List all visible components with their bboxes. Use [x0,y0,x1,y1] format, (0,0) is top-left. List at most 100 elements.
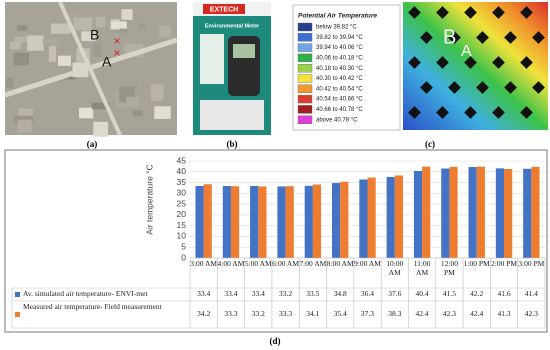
legend-label: 40.30 to 40.42 °C [316,76,363,82]
data-label-box: 37.6 [388,290,401,298]
legend-label: 39.94 to 40.06 °C [316,45,363,51]
bar [523,168,532,258]
data-label-box: 35.4 [333,310,347,318]
legend-swatch [15,312,20,317]
building [95,16,106,28]
legend-label: Measured air temperature- Field measurem… [23,302,162,311]
bar [332,182,341,258]
building [408,106,421,119]
x-tick-label-box: 7:00 AM [299,260,326,268]
y-tick-label: 15 [177,220,187,230]
building [27,35,44,51]
data-label-box: 42.3 [443,310,456,318]
y-tick-label: 35 [177,177,187,187]
bar [304,185,313,258]
building [436,6,449,19]
building [464,6,477,19]
legend-label: below 39.82 °C [316,25,357,31]
y-tick-label: 40 [177,166,187,176]
building [408,56,421,69]
caption: (c) [425,139,435,149]
data-label-box: 42.2 [470,290,483,298]
bar [250,186,259,258]
marker-label: B [90,27,99,43]
building [111,21,127,29]
x-tick-label-box: 12:00 PM [441,260,458,276]
marker-label: A [461,43,472,60]
legend-swatch [297,22,313,32]
building [18,119,32,133]
data-label-box: 34.2 [197,310,210,318]
bar [367,177,376,258]
x-tick-label-box: 10:00 AM [386,260,403,276]
y-axis-title: Air temperature °C [144,164,154,234]
data-label: 41.4 [524,290,538,298]
data-label-box: 33.5 [306,290,319,298]
data-label-box: 41.3 [497,310,511,318]
building [464,56,477,69]
building [42,38,60,46]
x-tick-label-box: 2:00 PM [490,260,518,268]
data-label: 35.4 [333,310,347,318]
building [93,42,102,57]
legend-label: above 40.78 °C [316,117,358,123]
data-label-box: 33.3 [224,310,237,318]
bar [476,166,485,258]
legend-swatch [297,63,313,73]
data-label: 40.4 [415,290,429,298]
building [62,12,81,21]
bar [285,186,294,258]
data-label-box: 41.5 [443,290,456,298]
building [476,81,489,94]
data-label-box: 42.4 [416,310,429,318]
building [420,81,433,94]
x-tick-label-box: 5:00 AM [244,260,272,268]
building [81,31,96,42]
bar [222,186,231,258]
x-tick-label: 9:00 AM [354,260,381,268]
building [408,6,421,19]
brand: EXTECH [210,6,238,13]
building [14,115,34,123]
building [151,84,164,101]
data-label: 36.4 [360,290,375,298]
y-tick-label: 45 [177,155,187,165]
marker-label: B [443,26,456,48]
data-label: 33.4 [251,290,265,298]
data-label: 33.2 [279,290,293,298]
legend-swatch [15,292,20,297]
legend-swatch [297,115,313,124]
building [57,55,71,66]
bar [386,176,395,258]
legend-swatch [297,43,313,52]
y-tick-label: 30 [177,188,187,198]
data-label: 37.3 [360,310,375,318]
legend-swatch [297,94,313,104]
legend-swatch [297,105,313,114]
data-label-box: 34.8 [334,290,347,298]
building [448,81,461,94]
building [492,6,505,19]
data-label: 41.6 [497,290,511,298]
x-tick-label-box: 3:00 AM [190,260,217,268]
x-tick-label: 11:00 AM [413,260,431,277]
building [132,110,143,116]
svg-text:×: × [113,34,120,48]
bar [195,186,204,258]
x-tick-label: 2:00 PM [490,260,518,268]
building [464,106,477,119]
building [18,108,33,119]
meter-photo: EXTECH Environmental Meter [193,2,271,135]
building [436,56,449,69]
building [13,52,30,66]
x-tick-label-box: 6:00 AM [272,260,299,268]
legend-label: 40.42 to 40.54 °C [316,86,363,92]
data-label: 41.3 [497,310,511,318]
building [16,25,28,31]
building [6,77,14,88]
x-tick-label: 5:00 AM [244,260,272,268]
caption: (a) [87,139,98,149]
y-tick-label: 0 [181,252,186,262]
x-tick-label: 3:00 PM [518,260,545,268]
